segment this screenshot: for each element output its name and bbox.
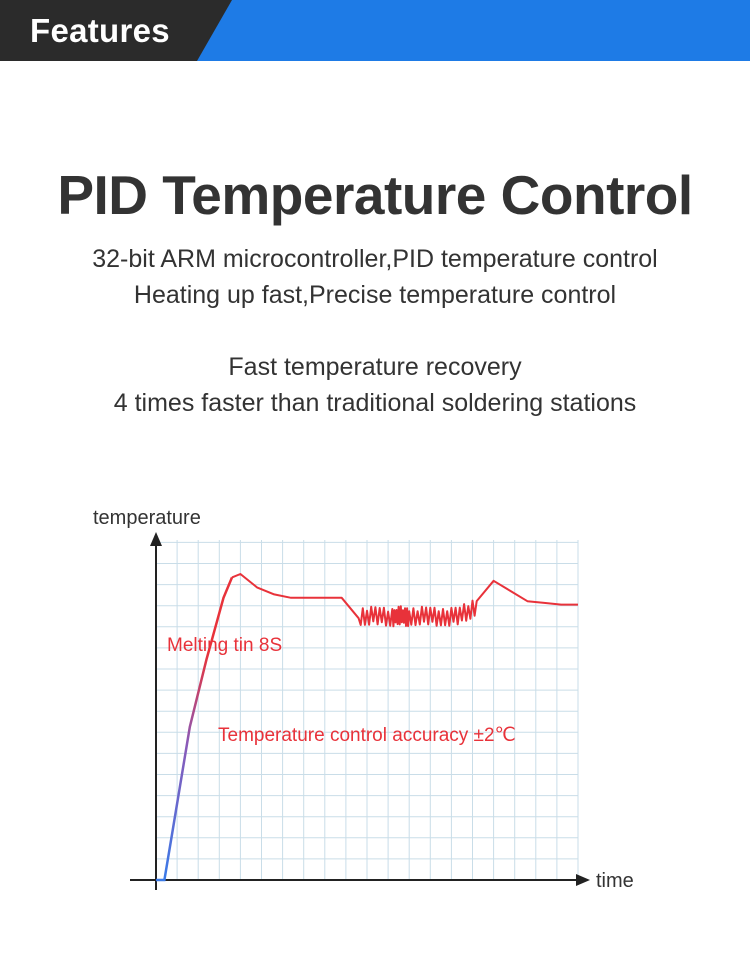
curve-regulation-segment (231, 573, 578, 628)
header-background (0, 0, 750, 61)
x-axis-arrow (576, 874, 590, 886)
header-dark-band (0, 0, 232, 61)
chart-svg: temperature time Melting tin 8S Temperat… (93, 507, 634, 892)
intro-line-1: 32-bit ARM microcontroller,PID temperatu… (92, 245, 658, 273)
header-title: Features (30, 12, 170, 49)
annotation-melting: Melting tin 8S (167, 635, 282, 656)
temperature-chart: temperature time Melting tin 8S Temperat… (0, 490, 750, 910)
recovery-line-2: 4 times faster than traditional solderin… (113, 389, 637, 417)
annotation-accuracy: Temperature control accuracy ±2℃ (218, 725, 516, 746)
intro-line-2: Heating up fast,Precise temperature cont… (133, 281, 617, 309)
recovery-line-1: Fast temperature recovery (228, 353, 522, 381)
x-axis-label: time (596, 870, 634, 892)
chart-grid (155, 540, 579, 881)
curve-heating-segment (156, 576, 234, 882)
header-bar: Features (0, 0, 750, 61)
y-axis-label: temperature (93, 507, 201, 529)
y-axis-arrow (150, 532, 162, 546)
page-title: PID Temperature Control (57, 164, 693, 226)
temperature-curve (156, 573, 578, 882)
header-blue-band (195, 0, 750, 61)
